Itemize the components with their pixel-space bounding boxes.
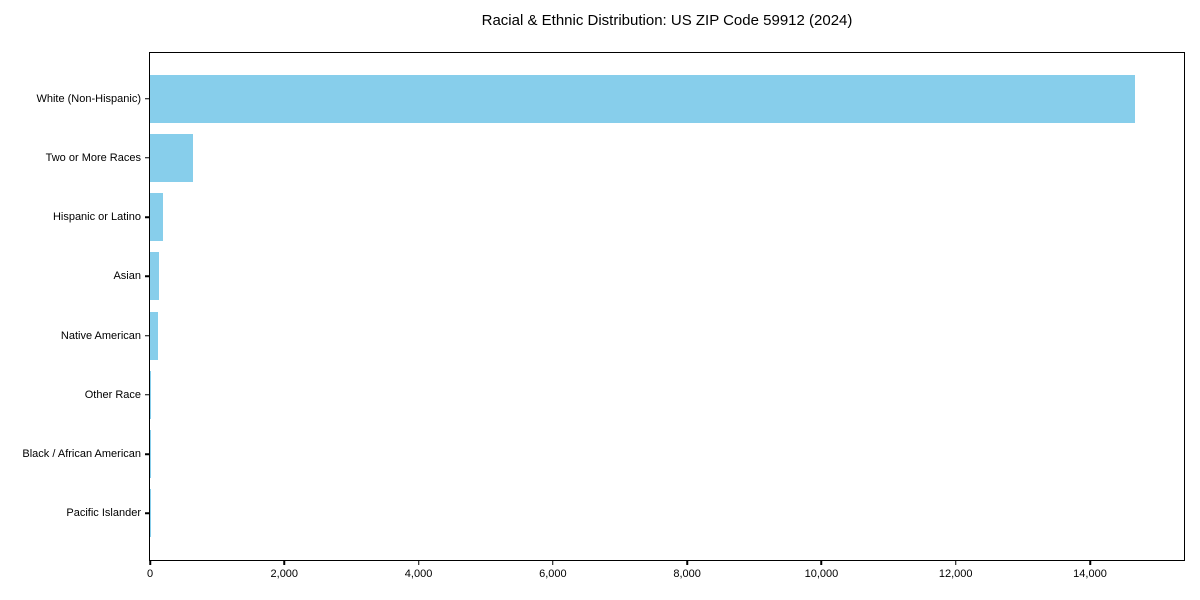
y-tick-label: Black / African American [22, 448, 141, 461]
y-tick-mark [145, 394, 150, 396]
bar [150, 74, 1135, 123]
bar [150, 430, 151, 479]
y-tick-label: Pacific Islander [66, 507, 141, 520]
x-tick-label: 8,000 [673, 568, 701, 580]
x-tick-mark [552, 560, 554, 565]
bar-row: White (Non-Hispanic) [36, 69, 1184, 128]
y-tick-mark [145, 512, 150, 515]
x-tick-label: 4,000 [404, 568, 433, 580]
x-tick-label: 6,000 [539, 568, 567, 580]
bar-row: Two or More Races [46, 128, 1184, 187]
x-tick-mark [283, 560, 286, 565]
bar-row: Native American [61, 306, 1184, 365]
x-tick-label: 12,000 [938, 568, 973, 580]
x-tick-mark [417, 560, 420, 565]
bar-row: Hispanic or Latino [53, 188, 1184, 247]
y-tick-mark [145, 97, 150, 100]
y-tick-mark [145, 275, 150, 278]
bar-row: Black / African American [22, 425, 1184, 484]
bar [150, 133, 193, 182]
y-tick-label: Hispanic or Latino [52, 211, 141, 224]
x-tick-mark [149, 560, 151, 565]
y-tick-mark [145, 216, 150, 218]
x-tick-label: 10,000 [804, 568, 839, 580]
x-tick-mark [820, 560, 823, 565]
y-tick-mark [145, 453, 150, 455]
y-tick-label: Native American [60, 329, 141, 342]
y-tick-mark [145, 334, 150, 337]
y-tick-label: White (Non-Hispanic) [36, 92, 141, 105]
y-tick-label: Asian [113, 270, 141, 283]
x-tick-label: 0 [146, 568, 154, 580]
x-tick-mark [954, 560, 957, 565]
bar-rows-container: White (Non-Hispanic) Two or More Races His… [22, 53, 1184, 560]
x-tick-label: 2,000 [270, 568, 299, 580]
y-tick-label: Two or More Races [45, 151, 141, 164]
bar [150, 311, 158, 360]
x-tick-mark [686, 560, 688, 565]
y-tick-label: Other Race [84, 388, 141, 401]
bar-row: Other Race [85, 365, 1184, 424]
chart-title: Racial & Ethnic Distribution: US ZIP Cod… [481, 12, 853, 29]
y-tick-mark [145, 157, 150, 159]
bar [150, 193, 163, 242]
plot-area: White (Non-Hispanic) Two or More Races His… [22, 52, 1185, 580]
bar [150, 370, 152, 419]
bar-row: Asian [113, 247, 1184, 306]
bar-row: Pacific Islander [66, 484, 1184, 543]
x-tick-mark [1089, 560, 1091, 565]
x-tick-label: 14,000 [1073, 568, 1107, 580]
bar [150, 252, 160, 301]
